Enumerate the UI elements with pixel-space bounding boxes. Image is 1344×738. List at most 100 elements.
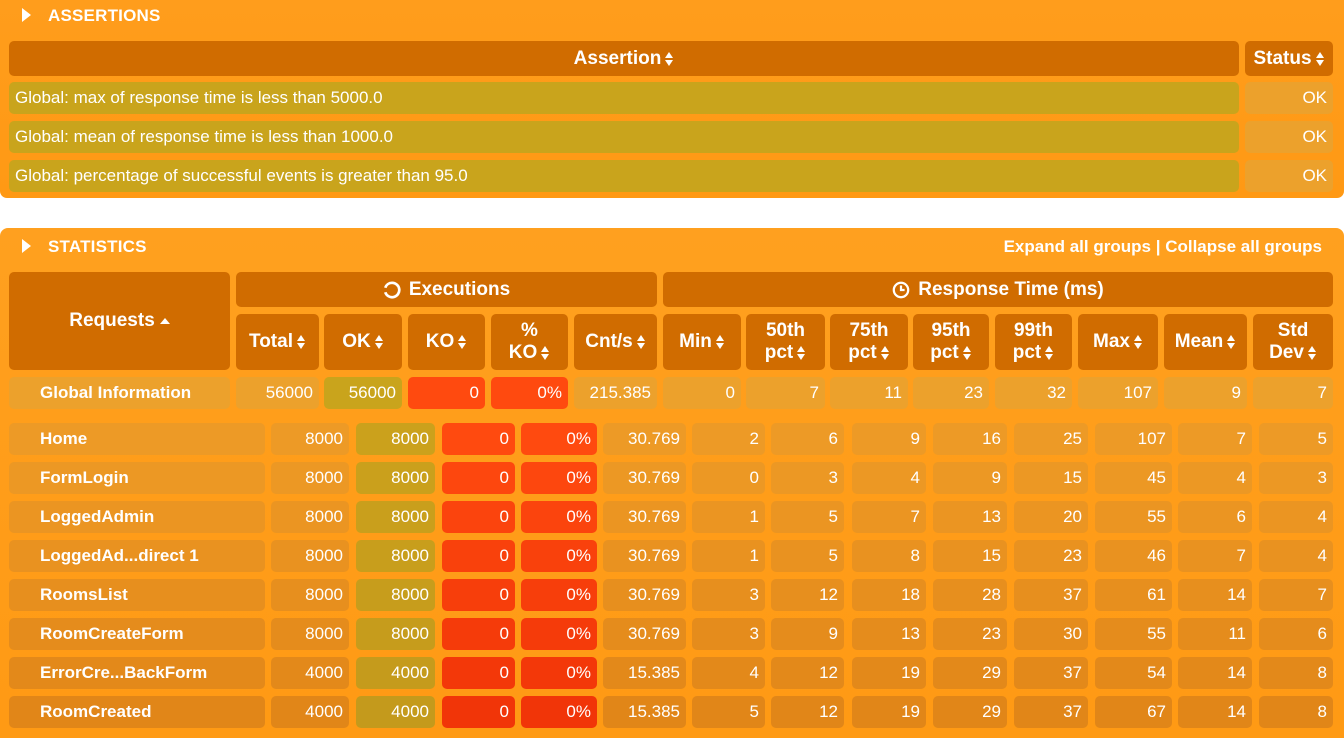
header-text: 95th [931, 320, 971, 341]
column-header--[interactable]: % KO [491, 314, 568, 370]
cell-value: 15 [982, 546, 1001, 565]
table-row[interactable]: RoomsList 8000 8000 0 0% 30.769 3 12 18 28 37 61 14 7 [0, 579, 1344, 611]
column-header-50th[interactable]: 50th pct [746, 314, 825, 370]
request-name-cell[interactable]: LoggedAdmin [9, 501, 265, 533]
column-header-std[interactable]: Std Dev [1253, 314, 1333, 370]
row-cell: 8000 [271, 579, 349, 611]
cell-value: 30.769 [628, 585, 680, 604]
expand-triangle-icon [22, 239, 31, 253]
global-cell: 7 [746, 377, 825, 409]
cell-value: 4000 [305, 663, 343, 682]
assertion-column-header[interactable]: Assertion [9, 41, 1239, 76]
collapse-all-groups-link[interactable]: Collapse all groups [1165, 237, 1322, 256]
column-header-ko[interactable]: KO [408, 314, 485, 370]
request-name: RoomsList [40, 585, 128, 604]
row-cell: 7 [1178, 423, 1252, 455]
assertion-text: Global: mean of response time is less th… [15, 127, 393, 146]
column-header-min[interactable]: Min [663, 314, 741, 370]
column-header-label: Cnt/s [585, 331, 646, 353]
cell-value: 14 [1227, 702, 1246, 721]
header-line-2: pct [930, 342, 972, 364]
column-header-label: Mean [1175, 331, 1237, 353]
table-row[interactable]: LoggedAd...direct 1 8000 8000 0 0% 30.769 1 5 8 1… [0, 540, 1344, 572]
cell-value: 0 [499, 624, 509, 643]
cell-value: 8000 [305, 468, 343, 487]
sort-icon [880, 345, 890, 360]
sort-ascending-icon [159, 318, 170, 324]
global-cell: 56000 [324, 377, 402, 409]
clock-icon [892, 281, 910, 298]
request-name-cell[interactable]: LoggedAd...direct 1 [9, 540, 265, 572]
table-row[interactable]: FormLogin 8000 8000 0 0% 30.769 0 3 4 9 15 45 4 3 [0, 462, 1344, 494]
assertions-title[interactable]: ASSERTIONS [22, 6, 161, 26]
cell-value: 8000 [391, 429, 429, 448]
cell-value: 8000 [391, 624, 429, 643]
header-text: Dev [1269, 342, 1304, 363]
cell-value: 55 [1147, 624, 1166, 643]
assertion-row: Global: max of response time is less tha… [9, 82, 1239, 114]
cell-value: 67 [1147, 702, 1166, 721]
request-name-cell[interactable]: RoomCreateForm [9, 618, 265, 650]
cell-value: 13 [901, 624, 920, 643]
request-name-cell[interactable]: ErrorCre...BackForm [9, 657, 265, 689]
sort-icon [1315, 51, 1325, 66]
cell-value: 3 [1317, 468, 1327, 487]
global-cell: 0% [491, 377, 568, 409]
cell-value: 0% [566, 429, 591, 448]
column-header-label: Min [679, 331, 725, 353]
row-cell: 12 [771, 696, 844, 728]
row-cell: 3 [692, 618, 765, 650]
expand-all-groups-link[interactable]: Expand all groups [1003, 237, 1151, 256]
requests-column-header[interactable]: Requests [9, 272, 230, 370]
header-text: pct [764, 342, 794, 363]
column-header-cnt-s[interactable]: Cnt/s [574, 314, 657, 370]
cell-value: 4 [1317, 507, 1327, 526]
column-header-99th[interactable]: 99th pct [995, 314, 1072, 370]
cell-value: 4 [910, 468, 920, 487]
table-row[interactable]: Home 8000 8000 0 0% 30.769 2 6 9 16 25 107 7 5 [0, 423, 1344, 455]
cell-value: 0% [566, 507, 591, 526]
header-line-1: 95th [930, 320, 972, 342]
table-row[interactable]: RoomCreateForm 8000 8000 0 0% 30.769 3 9 13 23 30 5… [0, 618, 1344, 650]
column-header-ok[interactable]: OK [324, 314, 402, 370]
table-row[interactable]: LoggedAdmin 8000 8000 0 0% 30.769 1 5 7 13 20 55 6 4 [0, 501, 1344, 533]
header-text: 50th [765, 320, 806, 341]
row-cell: 54 [1095, 657, 1172, 689]
column-header-total[interactable]: Total [236, 314, 319, 370]
cell-value: 23 [1063, 546, 1082, 565]
table-row[interactable]: RoomCreated 4000 4000 0 0% 15.385 5 12 19 29 37 67 1… [0, 696, 1344, 728]
cell-value: 1 [749, 546, 759, 565]
column-header-95th[interactable]: 95th pct [913, 314, 989, 370]
cell-value: 0% [566, 585, 591, 604]
cell-value: 0 [499, 663, 509, 682]
cell-value: 7 [1317, 383, 1327, 402]
row-cell: 37 [1014, 696, 1088, 728]
column-header-mean[interactable]: Mean [1164, 314, 1247, 370]
assertion-status: OK [1245, 121, 1333, 153]
column-header-label: Std Dev [1269, 320, 1317, 364]
cell-value: 0% [566, 468, 591, 487]
request-name-cell[interactable]: Home [9, 423, 265, 455]
cell-value: 23 [982, 624, 1001, 643]
header-line-2: pct [765, 342, 807, 364]
assertion-text: Global: percentage of successful events … [15, 166, 468, 185]
request-name-cell[interactable]: FormLogin [9, 462, 265, 494]
cell-value: 6 [828, 429, 838, 448]
cell-value: 16 [982, 429, 1001, 448]
cell-value: 8000 [305, 585, 343, 604]
cell-value: 4000 [305, 702, 343, 721]
column-header-max[interactable]: Max [1078, 314, 1158, 370]
request-name: ErrorCre...BackForm [40, 663, 208, 682]
cell-value: 3 [828, 468, 838, 487]
request-name-cell[interactable]: RoomsList [9, 579, 265, 611]
request-name-cell[interactable]: RoomCreated [9, 696, 265, 728]
column-header-75th[interactable]: 75th pct [830, 314, 908, 370]
row-cell: 67 [1095, 696, 1172, 728]
header-text: KO [425, 331, 455, 352]
table-row[interactable]: ErrorCre...BackForm 4000 4000 0 0% 15.385 4 12 1… [0, 657, 1344, 689]
cell-value: 37 [1063, 663, 1082, 682]
row-cell: 5 [771, 540, 844, 572]
statistics-title[interactable]: STATISTICS [22, 237, 147, 257]
cell-value: 30.769 [628, 507, 680, 526]
status-column-header[interactable]: Status [1245, 41, 1333, 76]
